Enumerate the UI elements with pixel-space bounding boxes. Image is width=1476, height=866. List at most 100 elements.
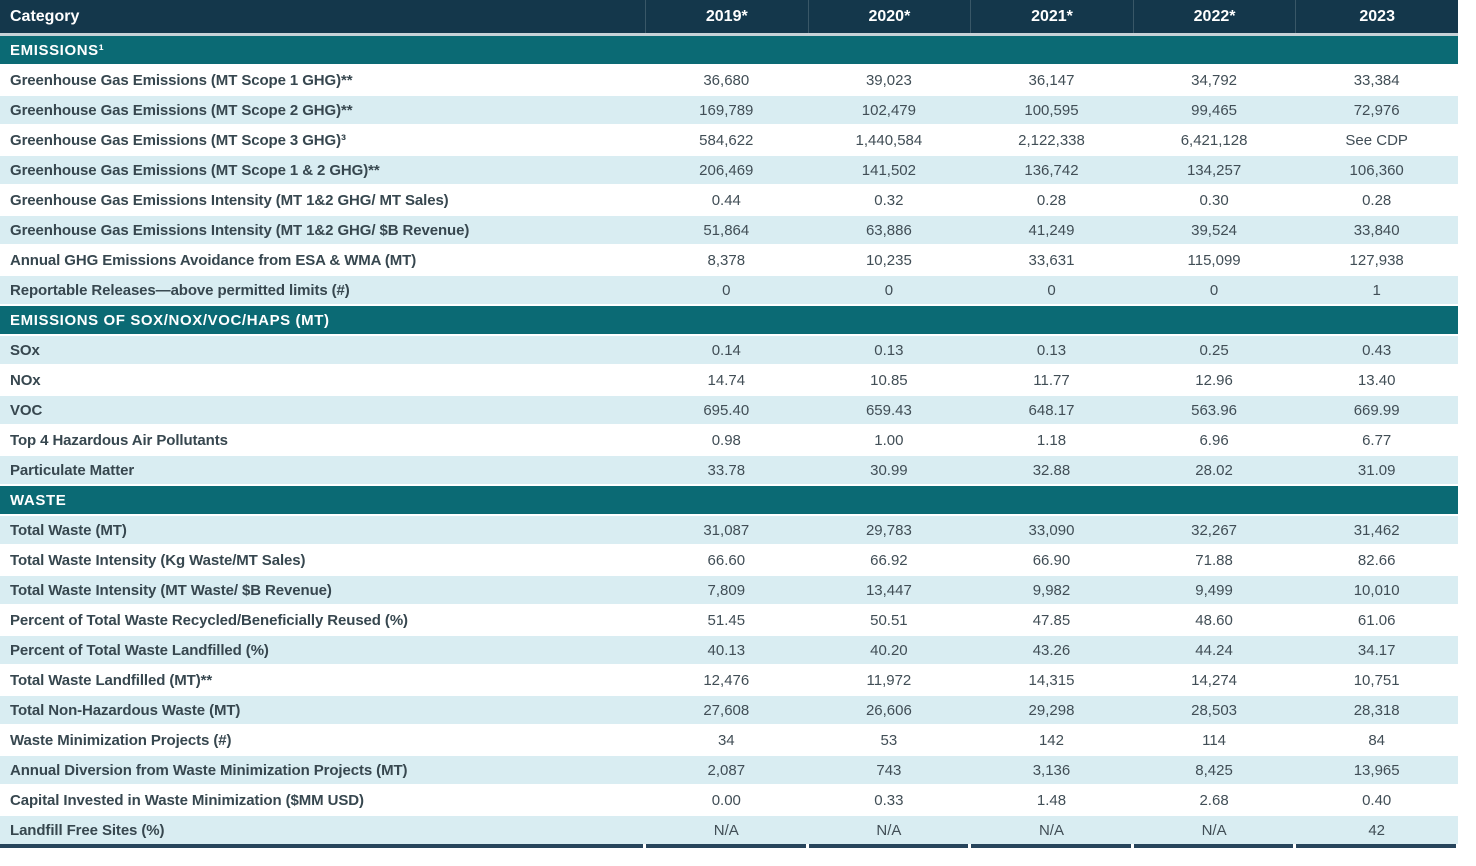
value-cell: 61.06 <box>1357 611 1396 629</box>
row-label: Total Waste Intensity (Kg Waste/MT Sales… <box>10 551 306 569</box>
value-cell: 1,440,584 <box>855 131 923 149</box>
value-cell: 659.43 <box>865 401 912 419</box>
value-cell: N/A <box>1038 821 1064 839</box>
value-cell: 6.77 <box>1362 431 1392 449</box>
value-cell: 169,789 <box>699 101 754 119</box>
table-row-total-waste-intensity-kg-waste-mt-sales: Total Waste Intensity (Kg Waste/MT Sales… <box>0 546 1458 574</box>
value-cell: 584,622 <box>699 131 754 149</box>
value-cell: 72,976 <box>1353 101 1400 119</box>
value-cell: 31,462 <box>1353 521 1400 539</box>
row-label: Top 4 Hazardous Air Pollutants <box>10 431 228 449</box>
row-label: Total Non-Hazardous Waste (MT) <box>10 701 241 719</box>
section-title: WASTE <box>10 491 67 509</box>
row-label: Greenhouse Gas Emissions (MT Scope 3 GHG… <box>10 131 346 149</box>
table-row-greenhouse-gas-emissions-mt-scope-3-ghg: Greenhouse Gas Emissions (MT Scope 3 GHG… <box>0 126 1458 154</box>
table-row-total-non-hazardous-waste-mt: Total Non-Hazardous Waste (MT) 27,608 26,6… <box>0 696 1458 724</box>
border-segment <box>646 844 806 848</box>
row-label: Greenhouse Gas Emissions Intensity (MT 1… <box>10 191 449 209</box>
value-cell: 66.92 <box>870 551 908 569</box>
value-cell: N/A <box>1201 821 1227 839</box>
section-header-emissions-of-sox-nox-voc-haps-mt: EMISSIONS OF SOX/NOX/VOC/HAPS (MT) <box>0 306 1458 334</box>
value-cell: 0.32 <box>874 191 904 209</box>
value-cell: 648.17 <box>1028 401 1075 419</box>
value-cell: 0.28 <box>1362 191 1392 209</box>
border-segment <box>971 844 1131 848</box>
value-cell: 34.17 <box>1357 641 1396 659</box>
esg-metrics-table: Category 2019* 2020* 2021* 2022* 2023 EMISSIO… <box>0 0 1458 848</box>
section-header-waste: WASTE <box>0 486 1458 514</box>
table-row-annual-ghg-emissions-avoidance-from-esa-: Annual GHG Emissions Avoidance from ESA … <box>0 246 1458 274</box>
column-header-2023: 2023 <box>1295 0 1458 33</box>
row-label: Greenhouse Gas Emissions Intensity (MT 1… <box>10 221 470 239</box>
value-cell: 28,503 <box>1191 701 1238 719</box>
row-label: Total Waste Intensity (MT Waste/ $B Reve… <box>10 581 332 599</box>
table-row-greenhouse-gas-emissions-mt-scope-1-2-gh: Greenhouse Gas Emissions (MT Scope 1 & 2… <box>0 156 1458 184</box>
value-cell: 0.30 <box>1199 191 1229 209</box>
value-cell: 50.51 <box>870 611 908 629</box>
table-row-reportable-releases-above-permitted-limi: Reportable Releases—above permitted limi… <box>0 276 1458 304</box>
value-cell: 14.74 <box>707 371 746 389</box>
value-cell: 13,447 <box>865 581 912 599</box>
value-cell: 102,479 <box>861 101 916 119</box>
row-label: Waste Minimization Projects (#) <box>10 731 232 749</box>
value-cell: 2,122,338 <box>1018 131 1085 149</box>
value-cell: 0.28 <box>1036 191 1067 209</box>
value-cell: 51,864 <box>703 221 750 239</box>
value-cell: 0.40 <box>1362 791 1392 809</box>
value-cell: 53 <box>880 731 898 749</box>
section-header-emissions: EMISSIONS¹ <box>0 33 1458 64</box>
value-cell: See CDP <box>1345 131 1408 149</box>
table-row-waste-minimization-projects: Waste Minimization Projects (#) 34 53 142 11… <box>0 726 1458 754</box>
value-cell: 10,010 <box>1353 581 1400 599</box>
value-cell: 9,982 <box>1032 581 1071 599</box>
value-cell: 0 <box>884 281 894 299</box>
value-cell: 1.18 <box>1036 431 1067 449</box>
value-cell: 34,792 <box>1191 71 1238 89</box>
value-cell: 33,384 <box>1353 71 1400 89</box>
value-cell: 0.98 <box>711 431 741 449</box>
table-row-greenhouse-gas-emissions-mt-scope-1-ghg: Greenhouse Gas Emissions (MT Scope 1 GHG… <box>0 66 1458 94</box>
value-cell: 66.60 <box>707 551 746 569</box>
value-cell: 84 <box>1368 731 1386 749</box>
table-row-percent-of-total-waste-landfilled: Percent of Total Waste Landfilled (%) 40.… <box>0 636 1458 664</box>
value-cell: 36,147 <box>1028 71 1075 89</box>
value-cell: 40.13 <box>707 641 746 659</box>
value-cell: 10,751 <box>1353 671 1400 689</box>
value-cell: 0.13 <box>1036 341 1067 359</box>
value-cell: 141,502 <box>861 161 916 179</box>
value-cell: 51.45 <box>707 611 746 629</box>
section-title: EMISSIONS¹ <box>10 41 105 59</box>
border-segment <box>1133 844 1294 848</box>
value-cell: 1 <box>1372 281 1381 299</box>
row-label: Particulate Matter <box>10 461 135 479</box>
row-label: Capital Invested in Waste Minimization (… <box>10 791 364 809</box>
row-label: Reportable Releases—above permitted limi… <box>10 281 350 299</box>
table-row-nox: NOx 14.74 10.85 11.77 12.96 13.40 <box>0 366 1458 394</box>
table-row-greenhouse-gas-emissions-mt-scope-2-ghg: Greenhouse Gas Emissions (MT Scope 2 GHG… <box>0 96 1458 124</box>
value-cell: 0.25 <box>1199 341 1229 359</box>
table-row-sox: SOx 0.14 0.13 0.13 0.25 0.43 <box>0 336 1458 364</box>
value-cell: 66.90 <box>1032 551 1071 569</box>
value-cell: 28.02 <box>1195 461 1233 479</box>
column-header-category: Category <box>10 7 80 25</box>
value-cell: 0.00 <box>711 791 741 809</box>
value-cell: 134,257 <box>1186 161 1242 179</box>
value-cell: 0.43 <box>1362 341 1392 359</box>
value-cell: 0.13 <box>874 341 904 359</box>
value-cell: 99,465 <box>1191 101 1238 119</box>
value-cell: 142 <box>1038 731 1064 749</box>
value-cell: 13.40 <box>1357 371 1396 389</box>
value-cell: 115,099 <box>1187 251 1241 269</box>
row-label: Total Waste (MT) <box>10 521 127 539</box>
table-row-percent-of-total-waste-recycled-benefici: Percent of Total Waste Recycled/Benefici… <box>0 606 1458 634</box>
value-cell: 12,476 <box>703 671 750 689</box>
column-header-2019: 2019* <box>645 0 808 33</box>
row-label: Annual Diversion from Waste Minimization… <box>10 761 408 779</box>
table-row-total-waste-mt: Total Waste (MT) 31,087 29,783 33,090 32,267… <box>0 516 1458 544</box>
value-cell: 12.96 <box>1195 371 1233 389</box>
value-cell: 33,631 <box>1028 251 1075 269</box>
value-cell: 27,608 <box>703 701 750 719</box>
row-label: Percent of Total Waste Recycled/Benefici… <box>10 611 408 629</box>
table-row-annual-diversion-from-waste-minimization: Annual Diversion from Waste Minimization… <box>0 756 1458 784</box>
row-label: NOx <box>10 371 41 389</box>
